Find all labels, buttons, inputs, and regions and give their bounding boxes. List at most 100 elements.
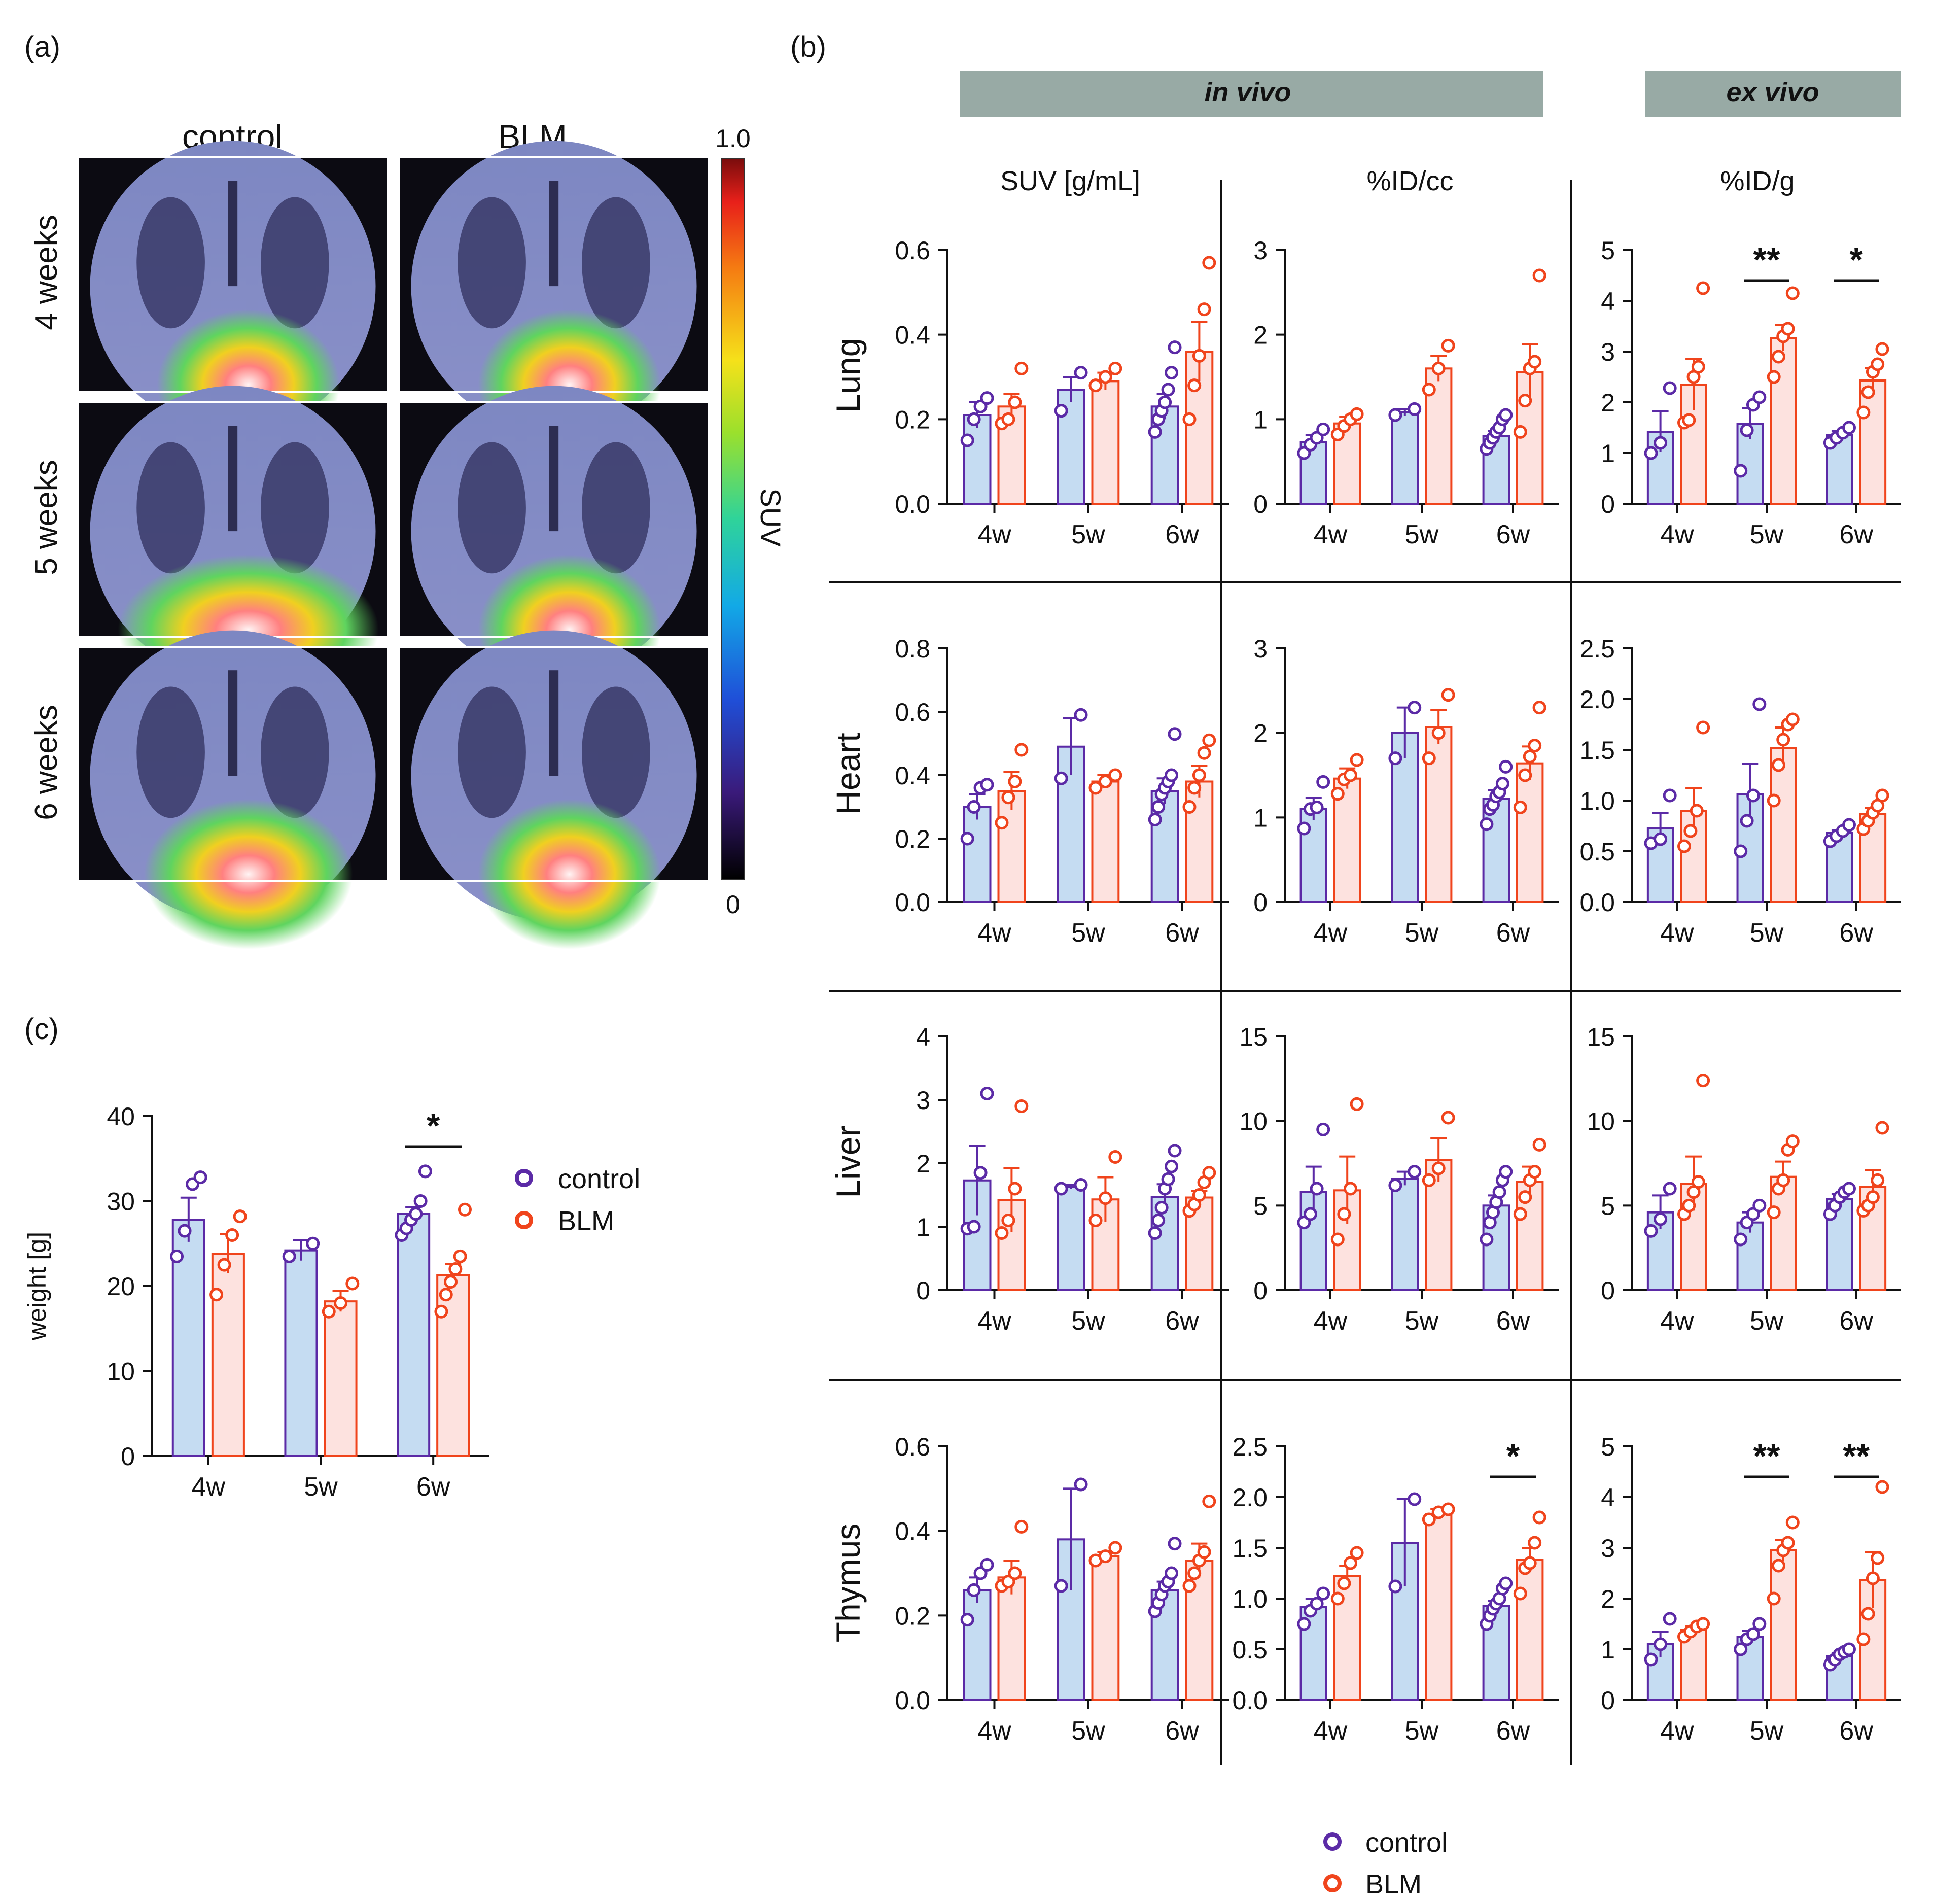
data-point-control	[1310, 1597, 1324, 1611]
significance-label: *	[427, 1106, 440, 1145]
y-tick-label: 3	[1253, 635, 1268, 663]
data-point-blm	[1197, 302, 1211, 317]
significance-label: **	[1753, 1437, 1780, 1475]
data-point-control	[1663, 788, 1677, 803]
y-tick-label: 0	[1601, 1686, 1615, 1715]
x-tick-label: 5w	[1405, 1716, 1439, 1746]
y-tick-label: 1.0	[1232, 1585, 1268, 1613]
scan-lung-right	[261, 197, 329, 329]
data-point-control	[306, 1236, 320, 1251]
data-point-control	[1499, 1165, 1513, 1179]
data-point-blm	[1187, 1566, 1202, 1580]
data-point-blm	[1871, 357, 1885, 371]
bar-blm-6w	[1516, 762, 1544, 903]
data-point-blm	[1785, 1134, 1800, 1149]
data-point-control	[193, 1170, 207, 1185]
data-point-blm	[1866, 1571, 1880, 1585]
y-tick-label: 2.5	[1579, 635, 1615, 663]
x-tick-label: 6w	[1165, 1716, 1199, 1746]
data-point-blm	[225, 1228, 239, 1242]
bar-control-4w	[963, 806, 992, 903]
y-tick-label: 0.5	[1579, 838, 1615, 866]
data-point-control	[1740, 423, 1754, 437]
chart-lung-suv: 0.0 0.2 0.4 0.6 4w 5w 6w	[895, 236, 1229, 549]
data-point-blm	[1344, 1556, 1357, 1570]
y-tick-label: 1.5	[1232, 1534, 1268, 1563]
data-point-control	[1644, 446, 1658, 460]
panel-b-headers: in vivo ex vivo SUV [g/mL] %ID/cc %ID/g …	[829, 71, 1901, 1765]
legend-c-blm-marker	[515, 1211, 533, 1229]
data-point-control	[1310, 1182, 1324, 1196]
y-tick-label: 15	[1239, 1023, 1268, 1051]
legend-b: control BLM	[1323, 1827, 1448, 1899]
data-point-control	[1654, 832, 1668, 846]
y-tick-label: 0.4	[895, 1517, 930, 1546]
x-tick-label: 6w	[1496, 1716, 1530, 1746]
data-point-blm	[1197, 1545, 1211, 1559]
data-point-control	[1663, 1612, 1677, 1626]
bar-blm-5w	[324, 1300, 358, 1457]
data-point-control	[960, 433, 974, 447]
data-point-blm	[439, 1288, 453, 1302]
data-point-control	[1663, 381, 1677, 395]
data-point-blm	[1108, 768, 1122, 782]
data-point-blm	[448, 1262, 463, 1276]
data-point-control	[980, 778, 994, 792]
y-tick-label: 0	[1253, 490, 1268, 518]
data-point-blm	[1523, 749, 1537, 764]
data-point-control	[960, 832, 974, 846]
data-point-control	[1654, 1212, 1668, 1226]
data-point-blm	[1861, 1607, 1875, 1621]
data-point-blm	[1785, 286, 1800, 300]
x-tick-label: 4w	[1660, 1716, 1694, 1746]
data-point-control	[1734, 844, 1748, 858]
data-point-blm	[1330, 1591, 1345, 1606]
data-point-control	[1740, 814, 1754, 828]
data-point-control	[1074, 708, 1088, 722]
x-tick-label: 6w	[1165, 918, 1199, 948]
data-point-blm	[444, 1275, 458, 1289]
y-tick-label: 0	[916, 1276, 930, 1305]
data-point-blm	[1441, 338, 1455, 353]
data-point-blm	[1202, 1166, 1216, 1180]
x-tick-label: 4w	[977, 1716, 1011, 1746]
significance-label: *	[1506, 1437, 1520, 1475]
y-tick-label: 2	[1601, 1585, 1615, 1613]
y-tick-label: 1	[1253, 804, 1268, 832]
data-point-control	[1148, 813, 1162, 826]
x-tick-label: 4w	[977, 520, 1011, 549]
data-point-control	[1734, 464, 1748, 478]
x-tick-label: 6w	[1496, 1306, 1530, 1336]
data-point-blm	[1677, 839, 1692, 853]
data-point-blm	[209, 1288, 224, 1302]
bar-control-5w	[1391, 411, 1419, 505]
x-tick-label: 6w	[416, 1472, 450, 1502]
y-tick-label: 10	[1239, 1107, 1268, 1136]
x-tick-label: 5w	[1750, 1716, 1784, 1746]
data-point-control	[1148, 425, 1162, 439]
y-tick-label: 0.5	[1232, 1636, 1268, 1664]
x-tick-label: 4w	[1314, 918, 1348, 948]
x-tick-label: 4w	[1660, 1306, 1694, 1336]
data-point-control	[1654, 1637, 1668, 1651]
chart-heart-idcc: 0 1 2 3 4w 5w 6w	[1253, 635, 1559, 948]
y-tick-label: 4	[1601, 287, 1615, 316]
y-tick-label: 0.0	[1232, 1686, 1268, 1715]
metric-idcc: %ID/cc	[1366, 166, 1453, 196]
y-tick-label: 0.0	[1579, 888, 1615, 917]
y-tick-label: 0	[1253, 888, 1268, 917]
bar-control-4w	[1646, 431, 1674, 505]
data-point-blm	[1776, 733, 1790, 747]
data-point-control	[1654, 436, 1668, 450]
bar-blm-5w	[1770, 1175, 1797, 1292]
data-point-blm	[1528, 1536, 1542, 1550]
data-point-control	[418, 1164, 432, 1179]
data-point-blm	[1344, 768, 1357, 782]
x-tick-label: 6w	[1496, 918, 1530, 948]
data-point-blm	[1182, 800, 1197, 814]
y-tick-label: 0.4	[895, 761, 930, 790]
data-point-blm	[1767, 1591, 1781, 1606]
data-point-blm	[1696, 1074, 1710, 1088]
legend-b-blm-label: BLM	[1365, 1869, 1422, 1899]
